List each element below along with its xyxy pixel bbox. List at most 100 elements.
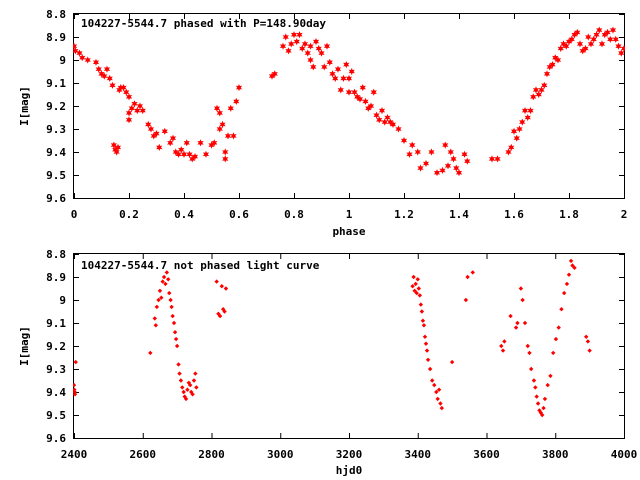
phased-data-point xyxy=(568,35,575,43)
phased-data-point xyxy=(365,104,372,112)
phased-data-point xyxy=(125,109,133,117)
phased-data-point xyxy=(433,169,441,177)
phased-data-point xyxy=(79,54,86,62)
phased-y-tick-label: 8.9 xyxy=(46,31,66,44)
unphased-data-point xyxy=(533,385,538,390)
unphased-data-point xyxy=(148,350,153,356)
unphased-data-point xyxy=(169,304,174,310)
phased-data-point xyxy=(593,31,600,39)
unphased-data-point xyxy=(542,396,548,402)
phased-data-point xyxy=(590,35,597,43)
phased-data-point xyxy=(117,84,124,92)
phased-data-point xyxy=(123,88,130,96)
phased-data-point xyxy=(329,70,336,78)
unphased-data-point xyxy=(528,366,534,372)
phased-data-point xyxy=(84,56,91,64)
phased-data-point xyxy=(268,72,276,80)
unphased-data-point xyxy=(550,350,556,356)
phased-data-point xyxy=(219,120,226,128)
phased-data-point xyxy=(288,40,295,48)
unphased-data-point xyxy=(156,297,161,303)
phased-data-point xyxy=(612,35,619,43)
phased-data-point xyxy=(565,38,573,46)
unphased-data-point xyxy=(500,348,506,353)
phased-data-point xyxy=(222,155,229,163)
unphased-data-point xyxy=(564,281,570,287)
unphased-y-tick-label: 9.5 xyxy=(46,409,66,422)
unphased-x-tick-label: 3600 xyxy=(473,448,500,461)
phased-data-point xyxy=(505,148,512,156)
phased-data-point xyxy=(285,47,292,55)
unphased-x-tick-label: 3400 xyxy=(405,448,432,461)
phased-x-ticks: 0 0.2 0.4 0.6 0.8 1 1.2 1.4 1.6 1.8 2 xyxy=(71,14,627,221)
phased-data-point xyxy=(153,130,160,138)
phased-data-point xyxy=(400,136,408,145)
phased-plot-title: 104227-5544.7 phased with P=148.90day xyxy=(81,17,326,30)
phased-data-point xyxy=(186,150,193,158)
unphased-y-tick-label: 9.1 xyxy=(46,317,66,330)
unphased-data-point xyxy=(181,389,186,395)
phased-data-point xyxy=(150,132,157,140)
phased-data-point xyxy=(73,42,78,50)
phased-data-point xyxy=(384,113,391,122)
phased-data-point xyxy=(607,35,614,43)
phased-data-point xyxy=(587,40,595,48)
phased-data-point xyxy=(310,63,317,71)
phased-data-point xyxy=(620,44,625,53)
phased-y-axis-label: I[mag] xyxy=(18,86,31,126)
phased-data-point xyxy=(304,49,311,57)
unphased-data-point xyxy=(420,318,426,323)
unphased-data-point xyxy=(216,311,221,316)
unphased-data-point xyxy=(410,284,415,289)
unphased-data-point xyxy=(174,343,180,349)
phased-data-point xyxy=(549,61,556,69)
phased-data-point xyxy=(307,56,314,64)
phased-data-point xyxy=(208,141,215,149)
unphased-x-tick-label: 3200 xyxy=(336,448,363,461)
unphased-plot: 2400 2600 2800 3000 3200 3400 3600 3800 4000 8.8… xyxy=(18,248,637,477)
phased-data-point xyxy=(120,84,127,92)
unphased-points xyxy=(73,258,592,418)
unphased-data-point xyxy=(422,334,428,339)
phased-data-point xyxy=(601,31,608,39)
unphased-data-point xyxy=(513,325,519,330)
unphased-data-point xyxy=(222,309,227,314)
unphased-data-point xyxy=(585,339,591,344)
unphased-data-point xyxy=(419,309,425,314)
unphased-data-point xyxy=(424,348,430,353)
phased-data-point xyxy=(552,54,559,62)
unphased-data-point xyxy=(525,343,530,349)
phased-data-point xyxy=(563,42,570,50)
phased-data-point xyxy=(513,134,520,142)
phased-data-point xyxy=(334,65,342,73)
phased-data-point xyxy=(576,40,584,48)
phased-data-point xyxy=(447,148,454,156)
phased-data-point xyxy=(348,67,355,76)
phased-data-point xyxy=(554,56,562,64)
phased-data-point xyxy=(444,162,452,170)
unphased-data-point xyxy=(423,341,429,346)
phased-data-point xyxy=(296,31,303,39)
unphased-data-point xyxy=(217,313,223,319)
phased-data-point xyxy=(172,148,179,156)
unphased-data-point xyxy=(73,382,77,388)
unphased-data-point xyxy=(183,396,189,402)
phased-data-point xyxy=(197,139,204,147)
unphased-x-tick-label: 2800 xyxy=(198,448,225,461)
phased-data-point xyxy=(494,155,501,163)
phased-data-point xyxy=(106,74,113,82)
unphased-data-point xyxy=(417,293,423,298)
phased-y-tick-label: 8.8 xyxy=(46,8,66,21)
phased-data-point xyxy=(535,90,542,99)
phased-data-point xyxy=(235,84,243,92)
phased-x-axis-label: phase xyxy=(332,225,365,238)
unphased-data-point xyxy=(223,286,229,291)
phased-data-point xyxy=(604,28,611,36)
phased-data-point xyxy=(345,74,353,82)
phased-data-point xyxy=(282,33,289,41)
unphased-data-point xyxy=(214,279,219,284)
phased-data-point xyxy=(370,88,377,96)
phased-y-tick-label: 9.4 xyxy=(46,146,66,159)
unphased-data-point xyxy=(160,279,165,284)
